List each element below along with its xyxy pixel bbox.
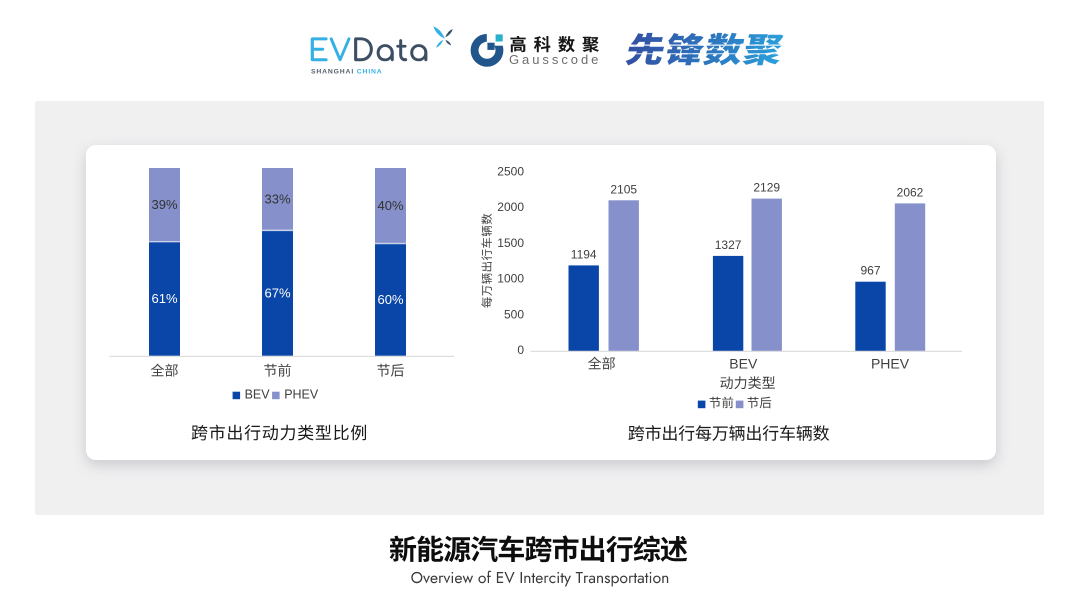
svg-text:2129: 2129 bbox=[753, 181, 780, 195]
svg-text:39%: 39% bbox=[151, 197, 177, 212]
svg-text:2000: 2000 bbox=[497, 200, 524, 214]
svg-text:1327: 1327 bbox=[715, 238, 742, 252]
svg-text:SHANGHAI CHINA: SHANGHAI CHINA bbox=[311, 69, 383, 76]
svg-text:1194: 1194 bbox=[571, 247, 597, 261]
svg-text:40%: 40% bbox=[377, 198, 403, 213]
svg-text:500: 500 bbox=[504, 307, 524, 321]
svg-text:1500: 1500 bbox=[497, 236, 524, 250]
svg-text:2105: 2105 bbox=[610, 182, 637, 196]
svg-text:PHEV: PHEV bbox=[871, 356, 910, 372]
svg-text:967: 967 bbox=[860, 264, 880, 278]
svg-text:0: 0 bbox=[517, 343, 524, 357]
svg-text:Gausscode: Gausscode bbox=[509, 52, 601, 67]
svg-text:2062: 2062 bbox=[897, 185, 924, 199]
svg-text:1000: 1000 bbox=[497, 272, 524, 286]
svg-text:PHEV: PHEV bbox=[284, 387, 319, 401]
svg-text:67%: 67% bbox=[264, 285, 290, 300]
svg-text:BEV: BEV bbox=[729, 356, 758, 372]
svg-text:2500: 2500 bbox=[497, 164, 524, 178]
svg-text:33%: 33% bbox=[264, 192, 290, 207]
svg-text:60%: 60% bbox=[377, 292, 403, 307]
svg-text:BEV: BEV bbox=[245, 387, 271, 401]
svg-text:61%: 61% bbox=[151, 291, 177, 306]
